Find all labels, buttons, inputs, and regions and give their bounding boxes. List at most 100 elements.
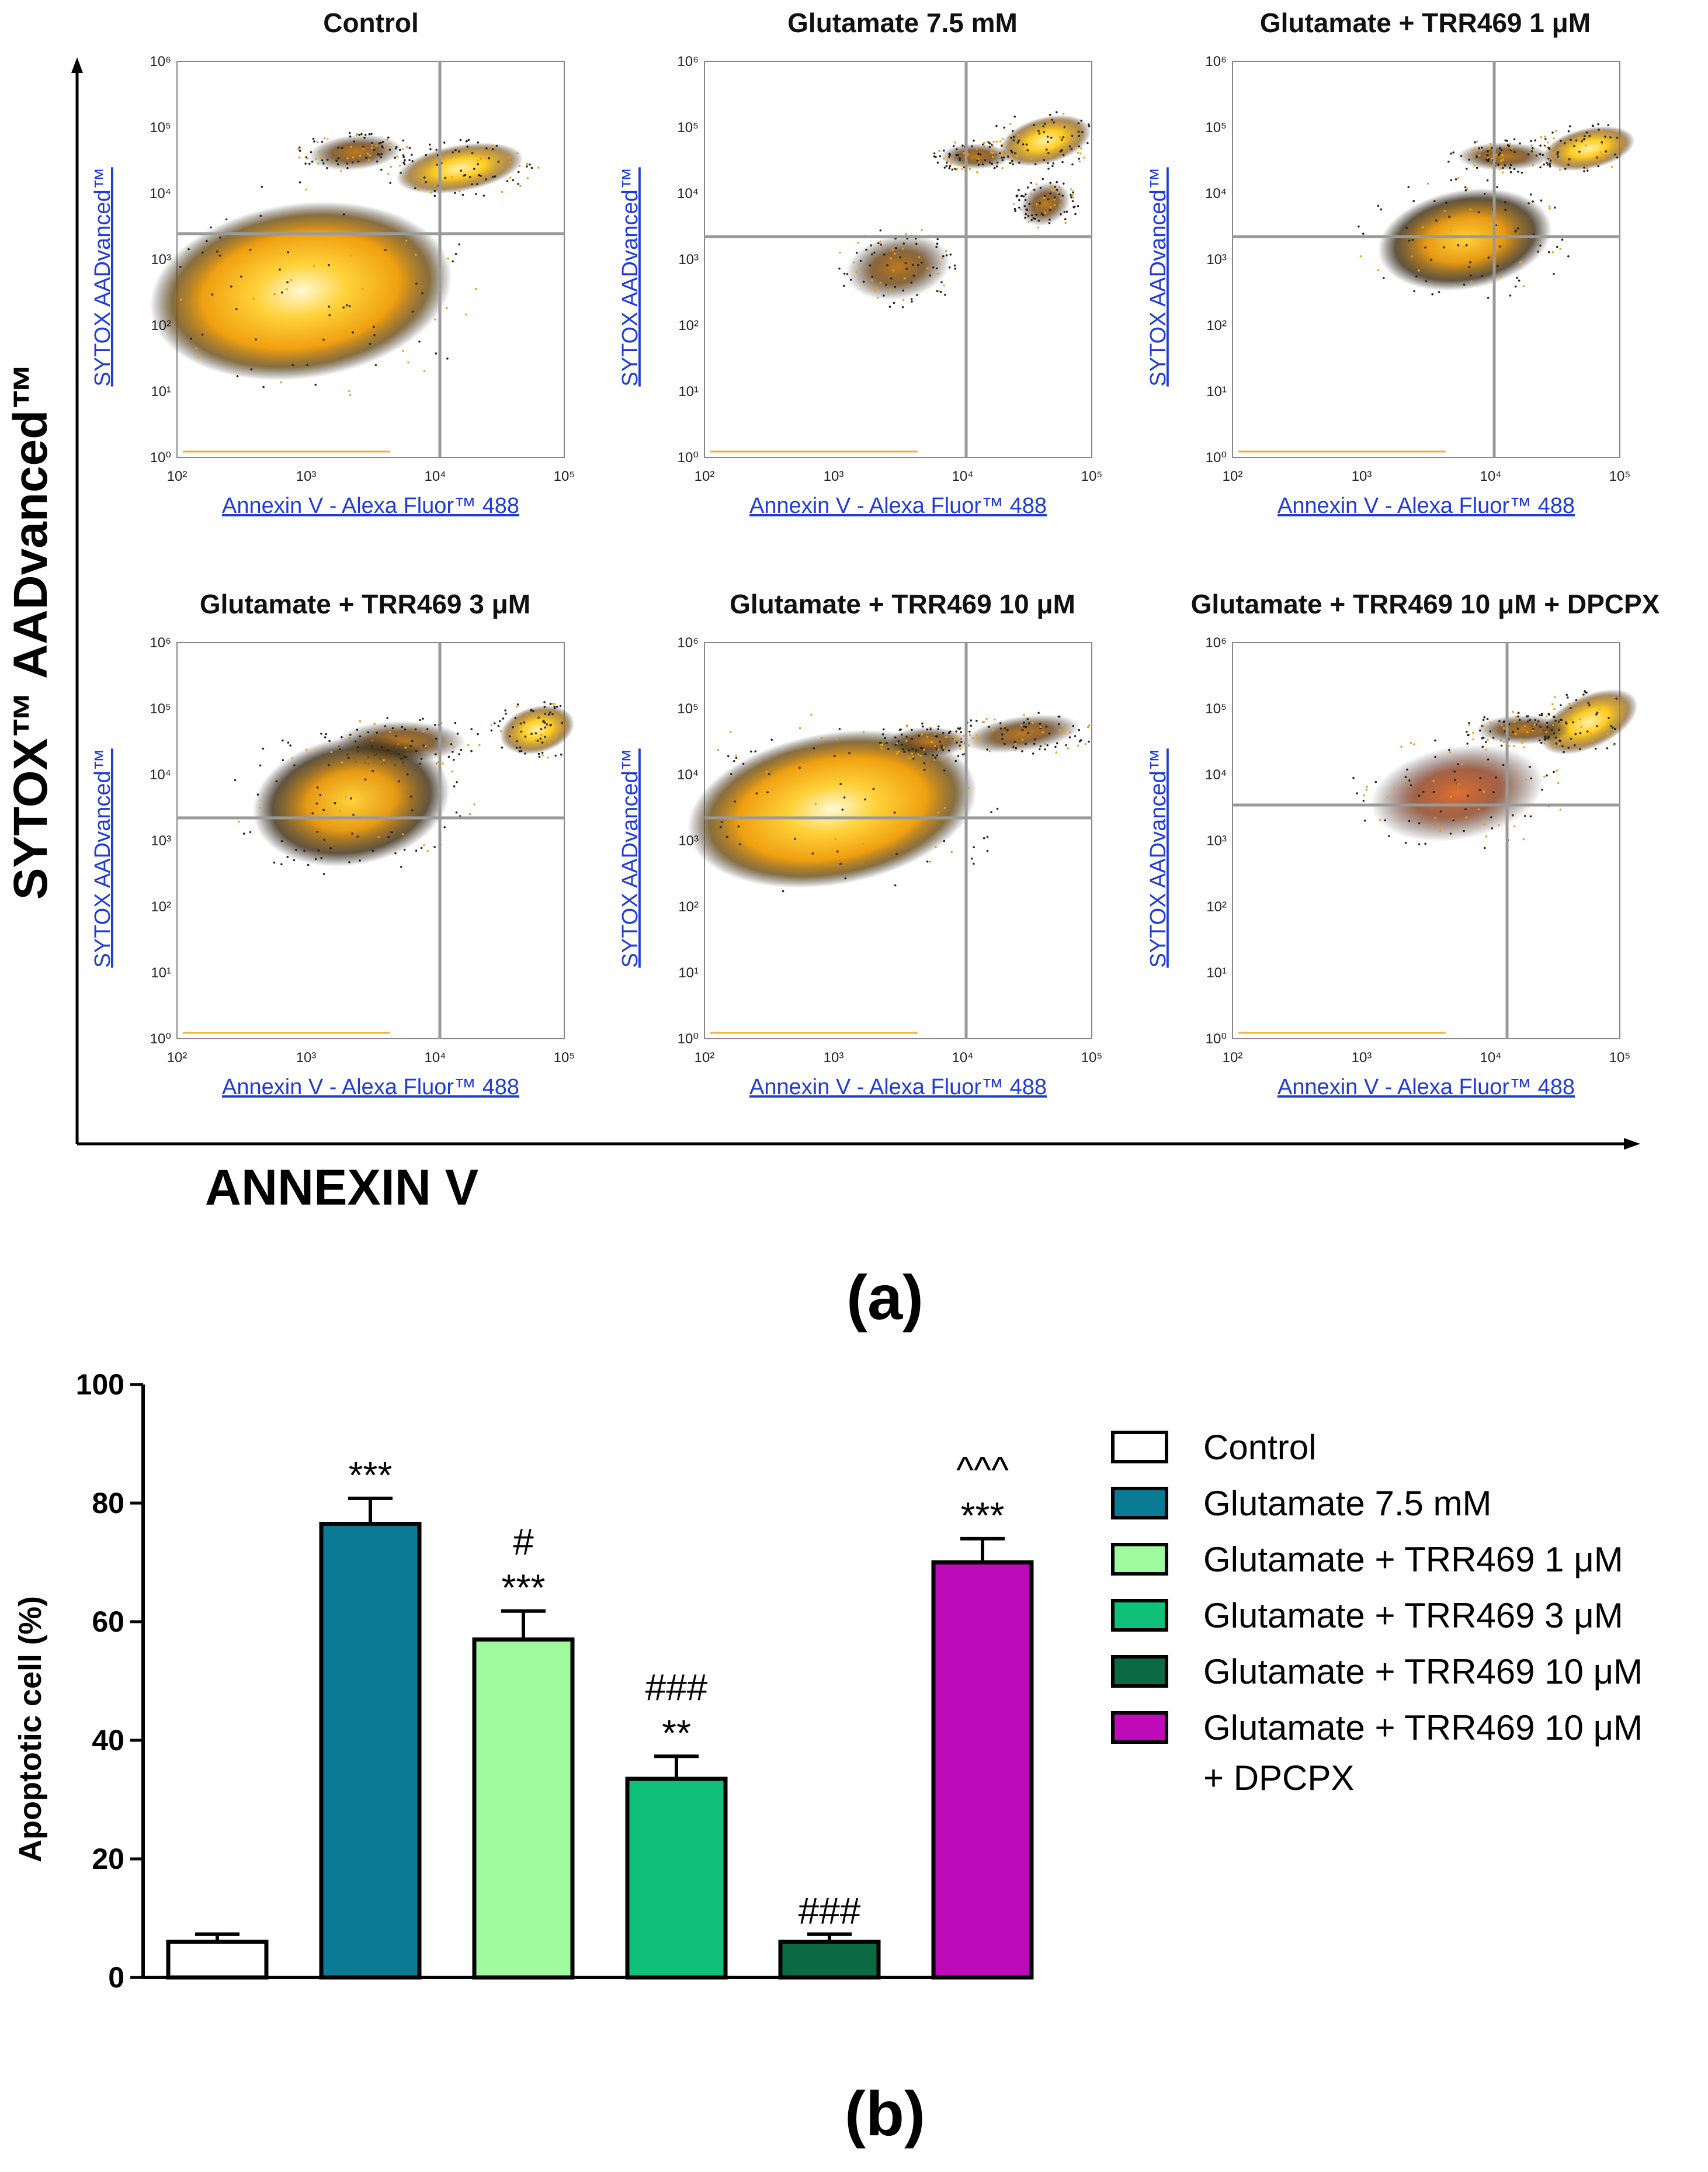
event-dot [406,773,409,776]
event-dot [1049,206,1052,209]
event-dot [1063,182,1065,185]
event-dot [915,242,918,245]
event-dot [425,745,427,747]
event-dot [768,773,770,775]
event-dot [435,737,438,740]
event-dot [339,810,341,813]
event-dot [1567,164,1570,166]
event-dot [1523,746,1526,748]
event-dot [1044,218,1047,220]
event-dot [452,260,454,263]
event-dot [1559,809,1562,811]
bar-y-tick-label: 0 [108,1961,124,1994]
event-dot [1028,203,1031,205]
event-dots [717,713,999,893]
event-dot [348,305,351,307]
event-dot [381,141,384,143]
x-tick-label: 10² [167,1050,188,1066]
event-dot [1088,740,1090,743]
event-dot [1614,129,1616,131]
event-dot [305,188,308,191]
event-dot [1509,294,1512,297]
event-dot [912,275,915,277]
event-dot [892,269,895,272]
event-dot [1004,727,1006,730]
event-dot [1046,136,1049,138]
y-tick-label: 10⁴ [150,767,171,783]
event-dot [955,148,958,151]
scatter-y-axis-label[interactable]: SYTOX AADvanced™ [1146,167,1171,386]
scatter-y-axis-label[interactable]: SYTOX AADvanced™ [91,167,115,386]
scatter-x-axis-label[interactable]: Annexin V - Alexa Fluor™ 488 [749,1075,1047,1099]
event-dot [1482,724,1485,727]
event-dot [1516,276,1518,279]
event-dot [403,848,406,851]
scatter-x-axis-label[interactable]: Annexin V - Alexa Fluor™ 488 [749,494,1047,518]
event-dot [1516,727,1519,730]
bar-y-label: Apoptotic cell (%) [13,1596,48,1862]
x-tick-label: 10³ [1352,469,1372,484]
event-dot [1596,156,1598,159]
scatter-x-axis-label[interactable]: Annexin V - Alexa Fluor™ 488 [1277,494,1575,518]
event-dot [1530,140,1532,143]
event-dot [492,175,494,178]
scatter-y-axis-label[interactable]: SYTOX AADvanced™ [618,167,643,386]
event-dot [719,825,722,828]
event-dot [366,152,369,155]
event-dot [453,745,455,748]
event-dot [1393,787,1395,790]
event-dot [917,753,919,756]
event-dot [491,144,493,147]
event-dot [968,730,971,733]
scatter-x-axis-label[interactable]: Annexin V - Alexa Fluor™ 488 [222,1075,519,1099]
event-dot [1454,178,1457,181]
event-dot [326,813,329,816]
event-dot [931,741,933,744]
event-dot [1480,149,1482,152]
scatter-y-axis-label[interactable]: SYTOX AADvanced™ [1146,748,1171,967]
event-dot [387,172,390,175]
y-tick-label: 10⁰ [150,1031,171,1047]
event-dot [1067,747,1070,750]
event-dot [1065,744,1067,747]
event-dot [995,124,998,127]
event-dot [539,737,542,740]
event-dot [1438,291,1440,293]
event-dot [359,735,361,738]
event-dot [991,156,994,158]
x-tick-label: 10² [1223,469,1243,484]
event-dot [1001,151,1004,154]
event-dot [1018,189,1020,192]
event-dot [290,279,293,282]
event-dot [378,154,381,156]
bar-y-tick-label: 20 [92,1843,124,1875]
event-dot [1011,130,1014,133]
event-dot [1588,134,1591,137]
event-dots [234,728,475,875]
event-dot [957,154,959,157]
scatter-y-axis-label[interactable]: SYTOX AADvanced™ [618,748,643,967]
event-dot [1474,141,1476,144]
event-dot [468,176,471,179]
event-dot [395,735,397,737]
event-dot [1048,222,1051,224]
scatter-x-axis-label[interactable]: Annexin V - Alexa Fluor™ 488 [1277,1075,1575,1099]
event-dot [434,318,436,321]
event-dot [936,272,939,275]
event-dot [269,348,272,351]
event-dot [256,793,259,796]
scatter-x-axis-label[interactable]: Annexin V - Alexa Fluor™ 488 [222,494,519,518]
event-dot [1483,790,1485,793]
event-dot [322,873,325,875]
scatter-y-axis-label[interactable]: SYTOX AADvanced™ [91,748,115,967]
event-dot [1616,137,1618,139]
event-dot [919,754,922,757]
event-dot [348,861,350,863]
x-tick-label: 10² [1223,1050,1243,1066]
event-dot [1508,143,1511,145]
event-dot [318,151,321,153]
event-dot [1551,152,1554,155]
event-dot [1001,137,1004,140]
event-dot [958,740,960,743]
event-dot [943,149,945,152]
